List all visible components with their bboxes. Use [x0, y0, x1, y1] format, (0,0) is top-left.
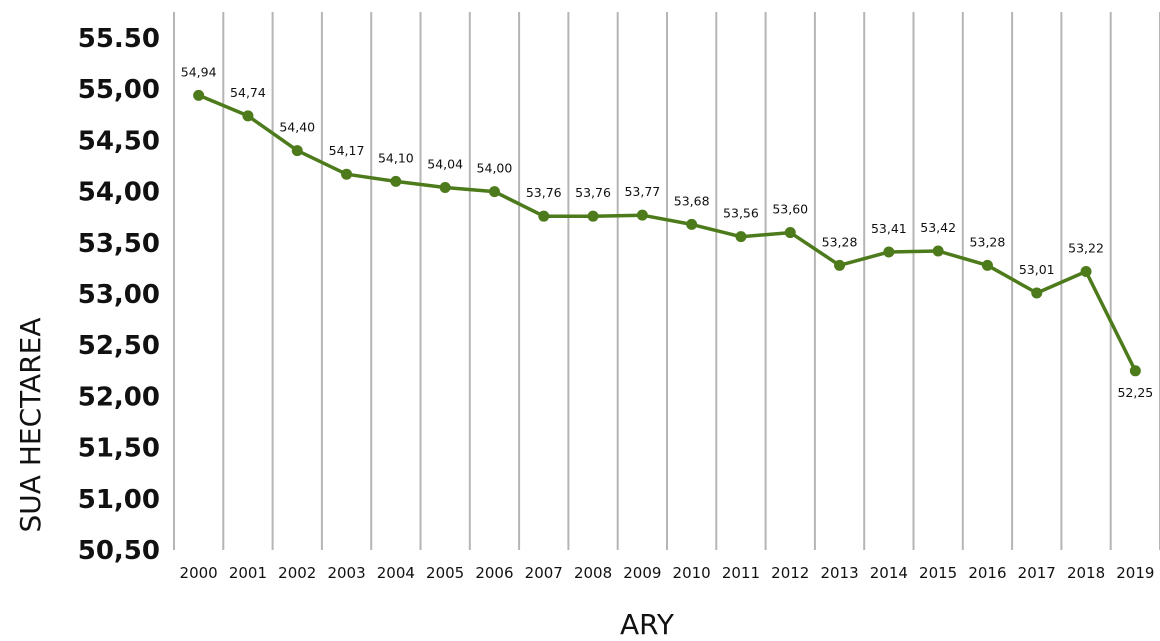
data-label: 53,01	[1019, 262, 1055, 277]
x-tick-label: 2011	[722, 564, 760, 582]
data-point	[538, 210, 550, 222]
data-label: 54,74	[230, 85, 266, 100]
data-point	[193, 89, 205, 101]
data-point	[784, 227, 796, 239]
x-tick-label: 2012	[771, 564, 809, 582]
data-label: 53,41	[871, 221, 907, 236]
x-tick-label: 2001	[229, 564, 267, 582]
y-tick-label: 52,00	[78, 382, 160, 412]
data-label: 53,56	[723, 206, 759, 221]
x-tick-label: 2016	[968, 564, 1006, 582]
y-tick-label: 53,50	[78, 229, 160, 259]
y-tick-label: 54,50	[78, 126, 160, 156]
y-tick-label: 55,00	[78, 75, 160, 105]
data-label: 53,77	[624, 184, 660, 199]
y-axis-title: SUA HECTAREA	[14, 317, 47, 532]
data-label: 54,04	[427, 157, 463, 172]
data-points	[193, 89, 1141, 377]
x-axis-title: ARY	[620, 608, 675, 641]
data-label: 53,76	[526, 185, 562, 200]
x-tick-label: 2008	[574, 564, 612, 582]
data-point	[439, 182, 451, 194]
y-tick-label: 51,00	[78, 485, 160, 515]
y-axis-ticks: 55.50 55,00 54,50 54,00 53,50 53,00 52,50 52,00…	[78, 24, 160, 566]
data-point	[341, 168, 353, 180]
y-tick-label: 53,00	[78, 280, 160, 310]
data-label: 54,10	[378, 150, 414, 165]
data-point	[883, 246, 895, 258]
x-tick-label: 2017	[1018, 564, 1056, 582]
data-point	[686, 218, 698, 230]
data-label: 53,42	[920, 220, 956, 235]
data-point	[735, 231, 747, 243]
x-tick-label: 2010	[673, 564, 711, 582]
x-tick-label: 2000	[180, 564, 218, 582]
x-tick-label: 2018	[1067, 564, 1105, 582]
data-point	[488, 186, 500, 198]
x-tick-label: 2006	[475, 564, 513, 582]
y-tick-label: 54,00	[78, 178, 160, 208]
x-tick-label: 2004	[377, 564, 415, 582]
data-label: 54,00	[477, 161, 513, 176]
data-label: 52,25	[1117, 385, 1153, 400]
data-point	[932, 245, 944, 257]
data-label: 53,22	[1068, 240, 1104, 255]
data-label: 54,40	[279, 120, 315, 135]
data-label: 54,17	[329, 143, 365, 158]
x-tick-label: 2009	[623, 564, 661, 582]
data-point	[242, 110, 254, 122]
series-line	[198, 93, 1137, 372]
data-label: 53,76	[575, 185, 611, 200]
data-label: 53,28	[822, 234, 858, 249]
x-tick-label: 2014	[870, 564, 908, 582]
x-tick-label: 2003	[327, 564, 365, 582]
data-point	[1080, 265, 1092, 277]
x-tick-label: 2019	[1116, 564, 1154, 582]
x-tick-label: 2015	[919, 564, 957, 582]
data-point	[1129, 365, 1141, 377]
data-point	[291, 145, 303, 157]
data-point	[981, 259, 993, 271]
y-tick-label: 55.50	[78, 24, 160, 54]
data-point	[390, 175, 402, 187]
data-point	[834, 259, 846, 271]
y-tick-label: 52,50	[78, 331, 160, 361]
data-point	[1031, 287, 1043, 299]
x-tick-label: 2005	[426, 564, 464, 582]
x-tick-label: 2007	[525, 564, 563, 582]
data-label: 54,94	[181, 64, 217, 79]
data-label: 53,60	[772, 202, 808, 217]
y-tick-label: 51,50	[78, 434, 160, 464]
data-labels: 54,94 54,74 54,40 54,17 54,10 54,04 54,00 53,76…	[181, 64, 1153, 399]
data-label: 53,28	[970, 234, 1006, 249]
x-tick-label: 2013	[820, 564, 858, 582]
x-axis-ticks: 2000 2001 2002 2003 2004 2005 2006 2007 2008 2009…	[180, 564, 1155, 582]
data-label: 53,68	[674, 193, 710, 208]
data-point	[587, 210, 599, 222]
data-point	[636, 209, 648, 221]
y-tick-label: 50,50	[78, 536, 160, 566]
x-tick-label: 2002	[278, 564, 316, 582]
